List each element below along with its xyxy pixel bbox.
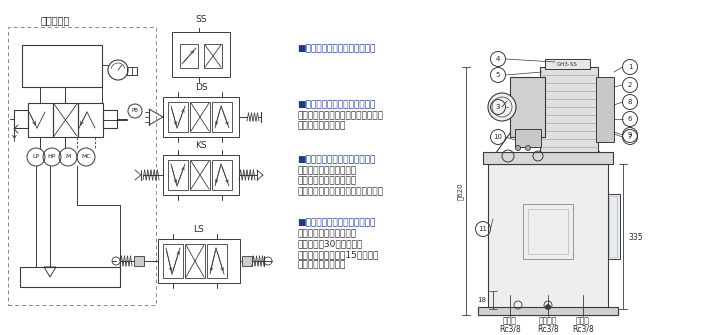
Text: 戻リ口: 戻リ口	[576, 317, 590, 326]
Text: KS: KS	[195, 140, 207, 149]
Text: 複動タイプ用です。: 複動タイプ用です。	[297, 122, 346, 131]
Bar	[163, 155, 239, 195]
Bar	[28, 103, 53, 137]
Bar	[609, 196, 617, 257]
Bar	[207, 244, 227, 278]
Bar	[190, 102, 210, 132]
Text: 加圧口: 加圧口	[503, 317, 517, 326]
Bar	[20, 267, 120, 287]
Text: LS: LS	[194, 224, 204, 233]
Text: Rc3/8: Rc3/8	[499, 325, 521, 334]
Circle shape	[546, 305, 551, 310]
Bar	[53, 103, 78, 137]
Bar	[528, 209, 568, 254]
Text: DS: DS	[194, 82, 207, 91]
Text: 335: 335	[628, 232, 643, 242]
Bar	[163, 97, 239, 137]
Text: 電気信号で切換えます。: 電気信号で切換えます。	[297, 166, 356, 175]
Bar	[608, 194, 620, 259]
Bar	[242, 256, 252, 266]
Text: 2: 2	[628, 82, 632, 88]
Bar	[180, 44, 198, 68]
Text: Rc3/8: Rc3/8	[572, 325, 594, 334]
Text: 切換頻度が１分間に15回以下の: 切換頻度が１分間に15回以下の	[297, 250, 379, 259]
Text: 11: 11	[479, 226, 487, 232]
Text: 5: 5	[496, 72, 500, 78]
Text: 約620: 約620	[456, 182, 463, 200]
Text: MC: MC	[81, 154, 91, 159]
Text: 8: 8	[628, 99, 632, 105]
Text: 励磁時間が30分以内で、: 励磁時間が30分以内で、	[297, 240, 362, 249]
Bar	[523, 204, 573, 259]
Bar	[163, 244, 183, 278]
Text: 切換頻度が高い用途に使用します。: 切換頻度が高い用途に使用します。	[297, 187, 383, 196]
Bar	[168, 102, 188, 132]
Text: ドレーン: ドレーン	[539, 317, 557, 326]
Text: ■方向制御弁が手動操作です。: ■方向制御弁が手動操作です。	[297, 100, 375, 110]
Text: ■方向制御弁が電磁切換です。: ■方向制御弁が電磁切換です。	[297, 218, 375, 227]
Text: Y: Y	[12, 135, 17, 144]
Text: ■方向制御弁が別途必要です。: ■方向制御弁が別途必要です。	[297, 45, 375, 54]
Text: 6: 6	[628, 116, 632, 122]
Bar	[14, 110, 28, 128]
Bar	[204, 44, 222, 68]
Bar	[515, 129, 541, 147]
Text: 18: 18	[477, 297, 486, 303]
Text: 油圧回路図: 油圧回路図	[40, 15, 70, 25]
Bar	[483, 152, 613, 164]
Bar	[158, 239, 240, 283]
Bar	[478, 307, 618, 315]
Bar	[172, 32, 230, 77]
Bar	[127, 67, 137, 75]
Text: M: M	[66, 154, 71, 159]
Circle shape	[516, 145, 521, 150]
Circle shape	[526, 145, 531, 150]
Bar	[540, 67, 598, 152]
Text: 操作レバーを手動にて切換えます。: 操作レバーを手動にて切換えます。	[297, 111, 383, 120]
Text: 7: 7	[628, 134, 632, 140]
Bar	[212, 160, 232, 190]
Text: PB: PB	[132, 109, 138, 114]
Bar	[212, 102, 232, 132]
Text: 4: 4	[496, 56, 500, 62]
Bar	[478, 309, 618, 315]
Bar	[22, 45, 102, 87]
Text: Rc3/8: Rc3/8	[537, 325, 559, 334]
Bar	[596, 77, 614, 142]
Bar	[168, 160, 188, 190]
Bar	[488, 164, 608, 309]
Text: 用途に使用します。: 用途に使用します。	[297, 261, 346, 269]
Circle shape	[488, 93, 516, 121]
Text: ■方向制御弁が電磁切換です。: ■方向制御弁が電磁切換です。	[297, 155, 375, 164]
Bar	[190, 160, 210, 190]
Bar	[8, 27, 156, 305]
Text: GH3-SS: GH3-SS	[557, 62, 577, 67]
Bar	[545, 59, 590, 69]
Text: SS: SS	[195, 15, 207, 24]
Text: LP: LP	[32, 154, 40, 159]
Bar	[510, 77, 545, 137]
Text: 励磁時間が１分以内で、: 励磁時間が１分以内で、	[297, 177, 356, 186]
Bar	[185, 244, 205, 278]
Bar	[103, 110, 117, 128]
Bar	[134, 256, 144, 266]
Text: 10: 10	[493, 134, 503, 140]
Bar	[78, 103, 103, 137]
Text: 9: 9	[628, 132, 632, 138]
Text: 3: 3	[496, 104, 500, 110]
Text: 1: 1	[628, 64, 632, 70]
Text: HP: HP	[48, 154, 56, 159]
Text: 電気信号で切換えます。: 電気信号で切換えます。	[297, 229, 356, 238]
